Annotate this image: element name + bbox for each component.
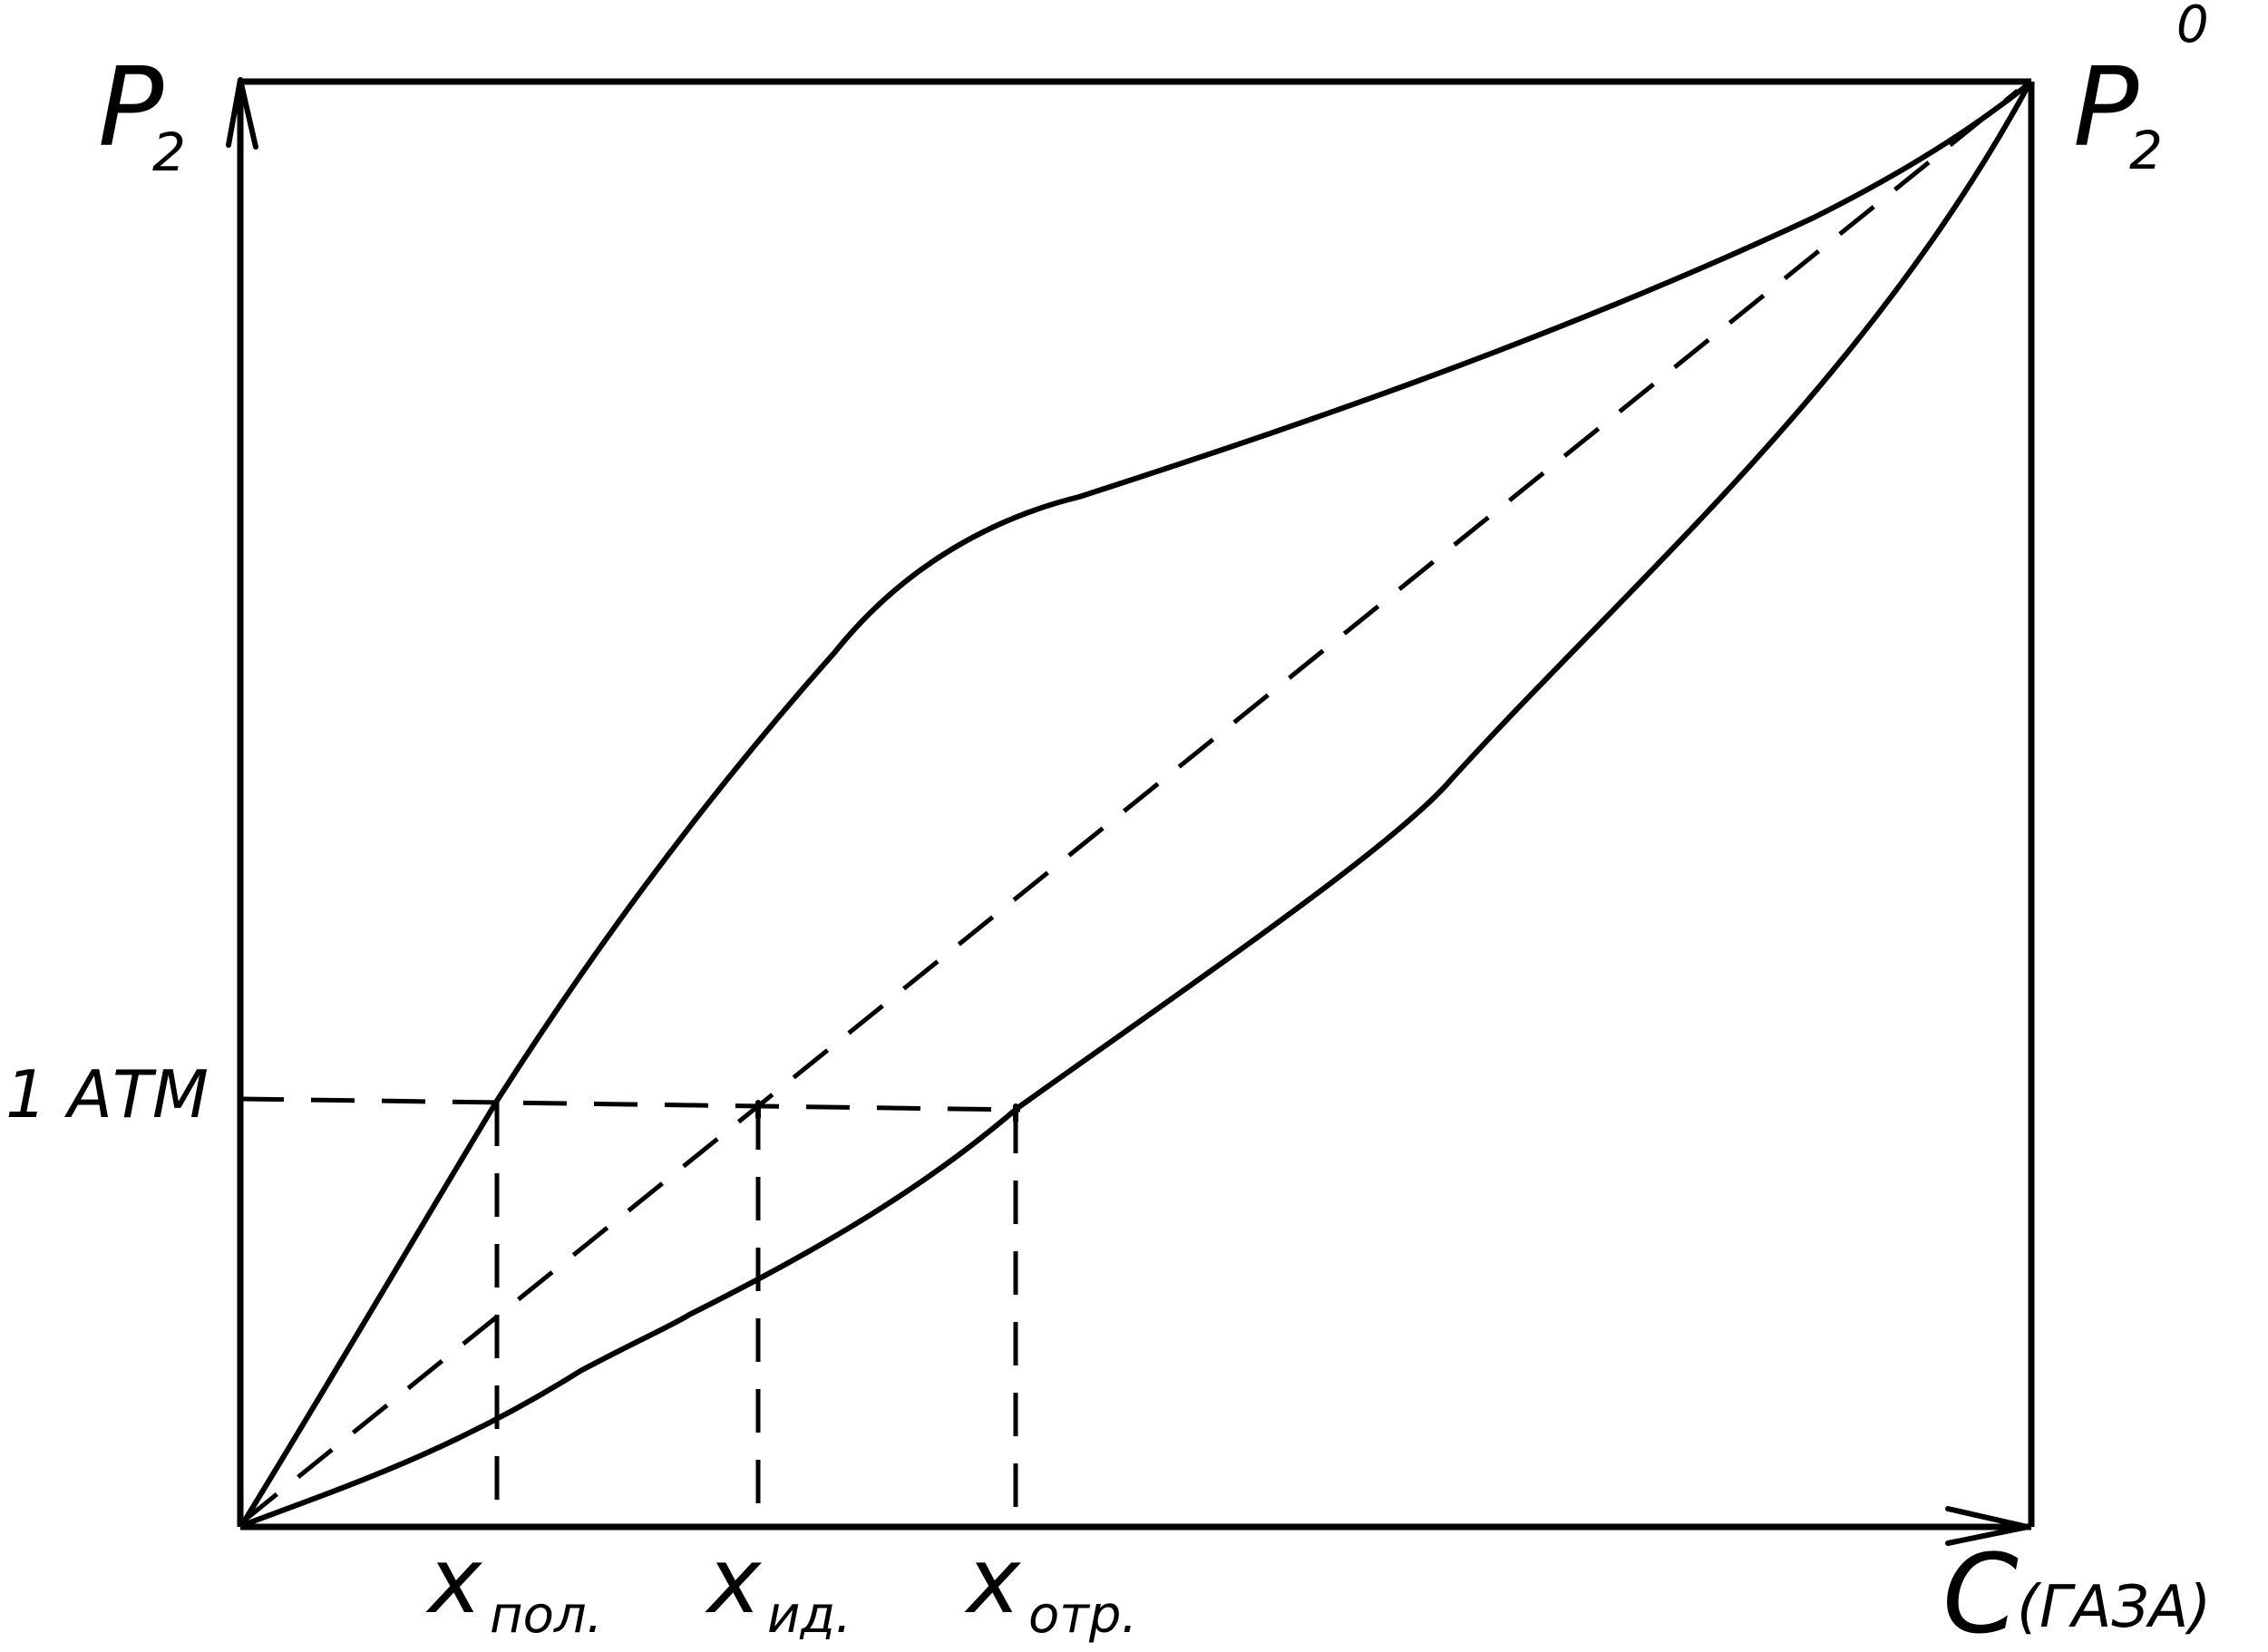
x-id-label-main: x (705, 1528, 763, 1634)
x-pol-label-main: x (425, 1528, 483, 1634)
x-id-label-sub: ид. (767, 1586, 852, 1645)
x-otr-label-sub: отр. (1028, 1586, 1137, 1645)
one-atm-label: 1 АТМ (5, 1056, 209, 1132)
corner-label-sup: 0 (2176, 0, 2209, 54)
x-otr-label-main: x (964, 1528, 1022, 1634)
one-atm-dashed-line (239, 1096, 1021, 1113)
y-axis-label-sub: 2 (152, 121, 186, 183)
x-pol-label-sub: пол. (490, 1586, 602, 1645)
x-axis-label-paren: (ГАЗА) (2017, 1574, 2211, 1641)
y-axis-arrowhead (226, 77, 258, 150)
ideal-line-dashed (241, 89, 2020, 1523)
y-axis-label-main: P (98, 45, 164, 171)
corner-label-sub: 2 (2129, 120, 2163, 181)
x-axis-arrowhead (1945, 1506, 2030, 1546)
x-axis-label-main: C (1942, 1532, 2019, 1652)
corner-label-main: P (2073, 45, 2139, 171)
positive-deviation-curve (240, 81, 2032, 1526)
